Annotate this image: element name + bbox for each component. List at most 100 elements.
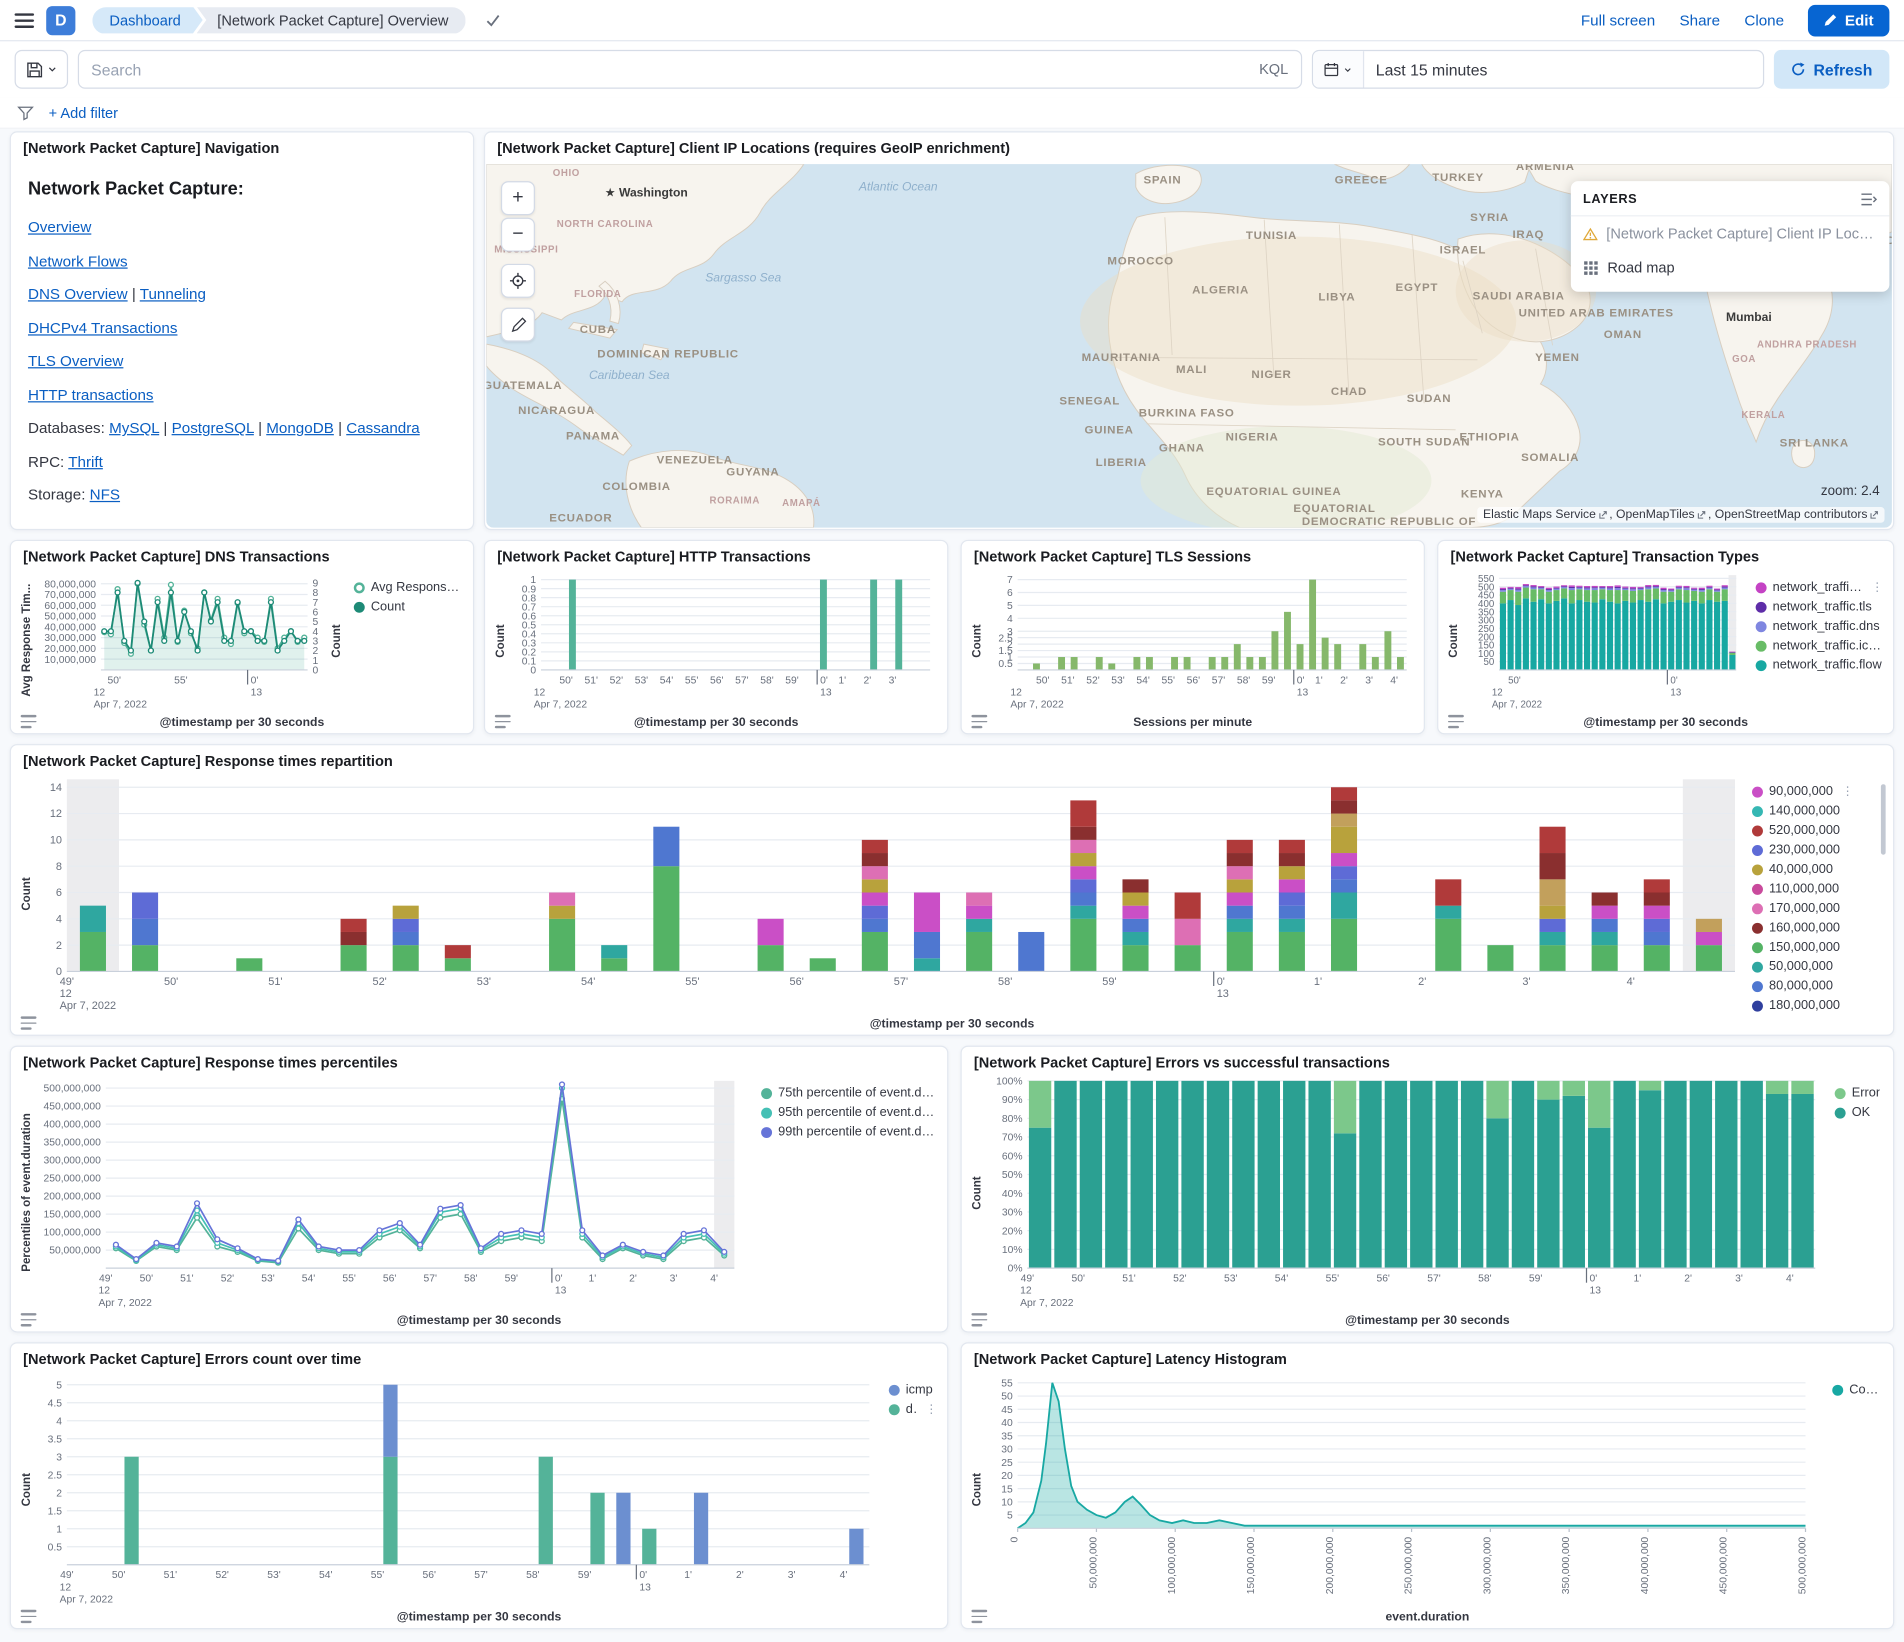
panel-title[interactable]: [Network Packet Capture] HTTP Transactio… — [497, 548, 811, 566]
nav-link-http-transactions[interactable]: HTTP transactions — [27, 386, 154, 404]
latency-histogram-chart[interactable]: 5 10 15 20 25 30 35 40 45 50 55 0 50,000,000 100,000,… — [986, 1373, 1822, 1606]
nav-link-tls-overview[interactable]: TLS Overview — [27, 352, 124, 370]
calendar-button[interactable] — [1312, 51, 1364, 88]
nav-link-cassandra[interactable]: Cassandra — [346, 419, 420, 437]
nav-link-mongodb[interactable]: MongoDB — [266, 419, 334, 437]
legend-item-menu-icon[interactable]: ⋮ — [1841, 784, 1854, 799]
panel-title[interactable]: [Network Packet Capture] Errors vs succe… — [973, 1054, 1390, 1072]
nav-link-postgresql[interactable]: PostgreSQL — [171, 419, 254, 437]
http-transactions-chart[interactable]: 0 0.1 0.2 0.3 0.4 0.5 0.6 0.7 0.8 0.9 1 50' 51' 52' 53… — [509, 570, 939, 711]
panel-title[interactable]: [Network Packet Capture] Transaction Typ… — [1450, 548, 1760, 566]
space-avatar[interactable]: D — [46, 5, 76, 35]
legend-toggle-icon[interactable] — [1448, 714, 1464, 729]
share-link[interactable]: Share — [1679, 11, 1721, 29]
dns-transactions-chart[interactable]: 10,000,000 20,000,000 30,000,000 40,000,000… — [35, 570, 329, 711]
nav-link-nfs[interactable]: NFS — [89, 486, 121, 504]
legend-item-menu-icon[interactable]: ⋮ — [1871, 580, 1884, 594]
legend-item[interactable]: 150,000,000 — [1752, 937, 1883, 956]
time-range-value[interactable]: Last 15 minutes — [1375, 60, 1488, 79]
legend-item[interactable]: OK — [1834, 1103, 1884, 1122]
full-screen-link[interactable]: Full screen — [1580, 11, 1656, 29]
legend-item[interactable]: Count — [353, 597, 463, 616]
legend-item[interactable]: 40,000,000 — [1752, 860, 1883, 879]
legend-item[interactable]: Avg Response Time — [353, 578, 463, 597]
legend-item[interactable]: Count — [1832, 1380, 1883, 1399]
panel-title[interactable]: [Network Packet Capture] Errors count ov… — [23, 1350, 362, 1368]
legend-item[interactable]: Error — [1834, 1083, 1884, 1102]
legend-item[interactable]: network_traffic.tls — [1755, 597, 1884, 616]
legend-item[interactable]: network_traffic.icmp — [1755, 636, 1883, 655]
attribution-link[interactable]: , OpenMapTiles — [1609, 508, 1695, 522]
legend-item-menu-icon[interactable]: ⋮ — [925, 1402, 938, 1416]
legend-item[interactable]: network_traffic.http⋮ — [1755, 578, 1884, 597]
legend-toggle-icon[interactable] — [20, 1313, 37, 1327]
layer-item-road-map[interactable]: Road map — [1571, 250, 1890, 284]
clone-link[interactable]: Clone — [1744, 11, 1785, 29]
legend-item[interactable]: dns⋮ — [888, 1399, 938, 1418]
legend-toggle-icon[interactable] — [971, 1313, 988, 1327]
legend-item[interactable]: 180,000,000 — [1752, 996, 1883, 1013]
legend-item[interactable]: 80,000,000 — [1752, 976, 1883, 995]
refresh-button[interactable]: Refresh — [1773, 49, 1890, 89]
breadcrumb-dashboard[interactable]: Dashboard — [92, 7, 202, 34]
panel-title[interactable]: [Network Packet Capture] Response times … — [23, 752, 393, 770]
legend-item[interactable]: icmp — [888, 1380, 938, 1399]
tls-sessions-chart[interactable]: 0.5 1 1.5 2 2.5 3 4 5 6 7 50' 51' 52' 53' 54' 55' 56' 57'… — [986, 570, 1416, 711]
map-attribution[interactable]: Elastic Maps Service , OpenMapTiles , Open… — [1476, 507, 1885, 523]
attribution-link[interactable]: Elastic Maps Service — [1483, 508, 1596, 522]
legend-toggle-icon[interactable] — [971, 1609, 988, 1624]
legend-item[interactable]: 160,000,000 — [1752, 918, 1883, 937]
legend-item[interactable]: 520,000,000 — [1752, 821, 1883, 840]
legend-item[interactable]: 50,000,000 — [1752, 957, 1883, 976]
legend-item[interactable]: 110,000,000 — [1752, 879, 1883, 898]
edit-button[interactable]: Edit — [1808, 4, 1890, 36]
nav-link-tunneling[interactable]: Tunneling — [139, 285, 206, 303]
add-filter-link[interactable]: + Add filter — [48, 103, 118, 121]
errors-vs-successful-chart[interactable]: 0% 10% 20% 30% 40% 50% 60% 70% 80% 90% 100% 49' 50' 5… — [986, 1076, 1825, 1309]
legend-toggle-icon[interactable] — [971, 714, 988, 729]
menu-icon[interactable] — [14, 12, 35, 28]
breadcrumb-page[interactable]: [Network Packet Capture] Overview — [196, 6, 466, 34]
legend-item[interactable]: network_traffic.dns — [1755, 616, 1884, 635]
legend-item[interactable]: 170,000,000 — [1752, 898, 1883, 917]
panel-title[interactable]: [Network Packet Capture] TLS Sessions — [973, 548, 1252, 566]
map-zoom-in-button[interactable]: + — [500, 181, 535, 216]
legend-item[interactable]: network_traffic.flow — [1755, 655, 1884, 674]
panel-title[interactable]: [Network Packet Capture] Latency Histogr… — [973, 1350, 1287, 1368]
layer-item-client-ip[interactable]: [Network Packet Capture] Client IP Locat… — [1571, 216, 1890, 250]
legend-item[interactable]: 140,000,000 — [1752, 801, 1883, 820]
nav-link-overview[interactable]: Overview — [27, 218, 92, 236]
response-times-percentiles-chart[interactable]: 50,000,000 100,000,000 150,000,000 200,000,… — [35, 1076, 751, 1309]
nav-link-mysql[interactable]: MySQL — [109, 419, 160, 437]
panel-title[interactable]: [Network Packet Capture] Response times … — [23, 1054, 398, 1072]
map-draw-tool-button[interactable] — [500, 307, 535, 342]
legend-item[interactable]: 99th percentile of event.dur... — [761, 1122, 937, 1141]
search-input[interactable] — [91, 60, 1250, 79]
legend-item[interactable]: 75th percentile of event.dur... — [761, 1083, 937, 1102]
legend-toggle-icon[interactable] — [494, 714, 511, 729]
legend-toggle-icon[interactable] — [20, 1016, 37, 1030]
attribution-link[interactable]: , OpenStreetMap contributors — [1708, 508, 1868, 522]
nav-link-dns-overview[interactable]: DNS Overview — [27, 285, 128, 303]
filter-icon[interactable] — [17, 104, 34, 121]
collapse-layers-icon[interactable] — [1860, 192, 1878, 207]
map-fit-data-button[interactable] — [500, 263, 535, 298]
saved-query-button[interactable] — [14, 49, 69, 89]
legend-item[interactable]: 230,000,000 — [1752, 840, 1883, 859]
nav-link-thrift[interactable]: Thrift — [68, 452, 103, 470]
panel-title[interactable]: [Network Packet Capture] Navigation — [23, 139, 280, 157]
map-zoom-out-button[interactable]: − — [500, 217, 535, 252]
legend-toggle-icon[interactable] — [20, 1609, 37, 1624]
nav-link-dhcpv4-transactions[interactable]: DHCPv4 Transactions — [27, 319, 178, 337]
panel-title[interactable]: [Network Packet Capture] Client IP Locat… — [497, 139, 1010, 157]
transaction-types-chart[interactable]: 50 100 150 200 250 300 350 400 450 500 550 50' 0' 13 1… — [1463, 570, 1746, 711]
kql-badge[interactable]: KQL — [1259, 60, 1289, 78]
errors-count-chart[interactable]: 0.5 1 1.5 2 2.5 3 3.5 4 4.5 5 49' 50' 51' 52' 53' 54' 55… — [35, 1373, 879, 1606]
response-times-repartition-chart[interactable]: 0 2 4 6 8 10 12 14 49' 50' 51' 52' 53' 54' 55' 56' 57' 58… — [35, 774, 1742, 1012]
legend-item[interactable]: 90,000,000 ⋮ — [1752, 782, 1883, 801]
nav-link-network-flows[interactable]: Network Flows — [27, 252, 128, 270]
panel-title[interactable]: [Network Packet Capture] DNS Transaction… — [23, 548, 330, 566]
legend-toggle-icon[interactable] — [20, 714, 37, 729]
legend-item[interactable]: 95th percentile of event.dur... — [761, 1103, 937, 1122]
